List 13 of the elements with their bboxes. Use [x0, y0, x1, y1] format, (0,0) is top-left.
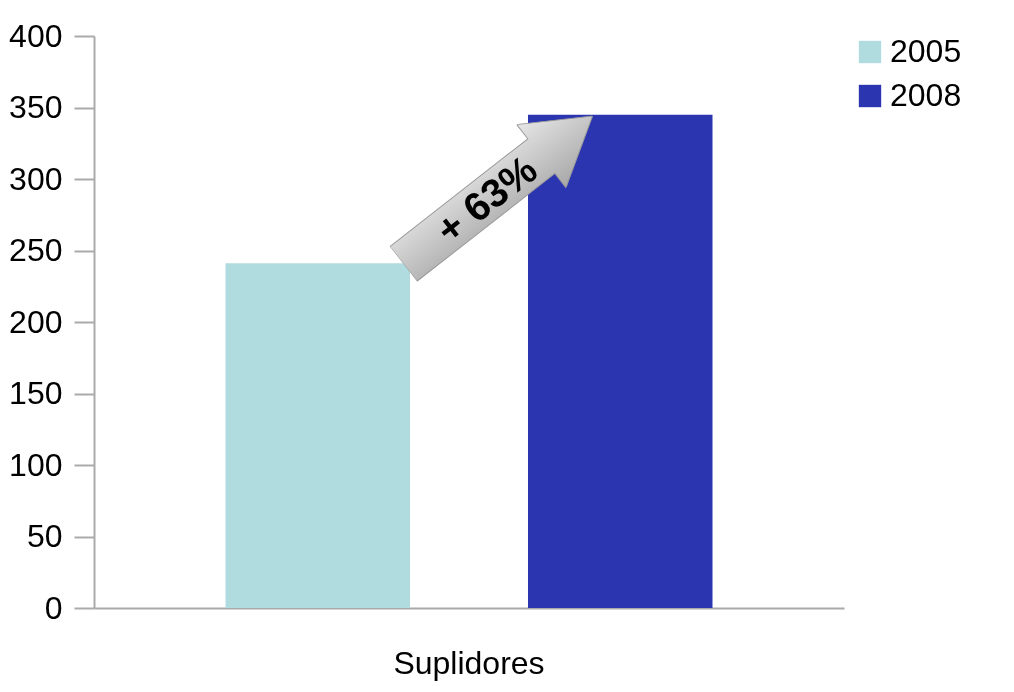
legend-label: 2008 [890, 77, 962, 113]
annotation: + 63% [426, 145, 546, 254]
y-tick-label: 100 [9, 446, 63, 483]
legend-label: 2005 [890, 33, 962, 69]
y-tick-label: 350 [9, 89, 63, 125]
y-tick-label: 250 [9, 232, 63, 268]
y-tick-label: 400 [9, 17, 63, 54]
y-tick-label: 50 [26, 518, 63, 554]
y-tick-label: 200 [9, 303, 63, 340]
y-tick-label: 300 [9, 160, 63, 197]
y-tick-label: 150 [9, 375, 63, 411]
y-tick-label: 0 [44, 589, 63, 626]
x-tick-label: Suplidores [393, 644, 545, 681]
